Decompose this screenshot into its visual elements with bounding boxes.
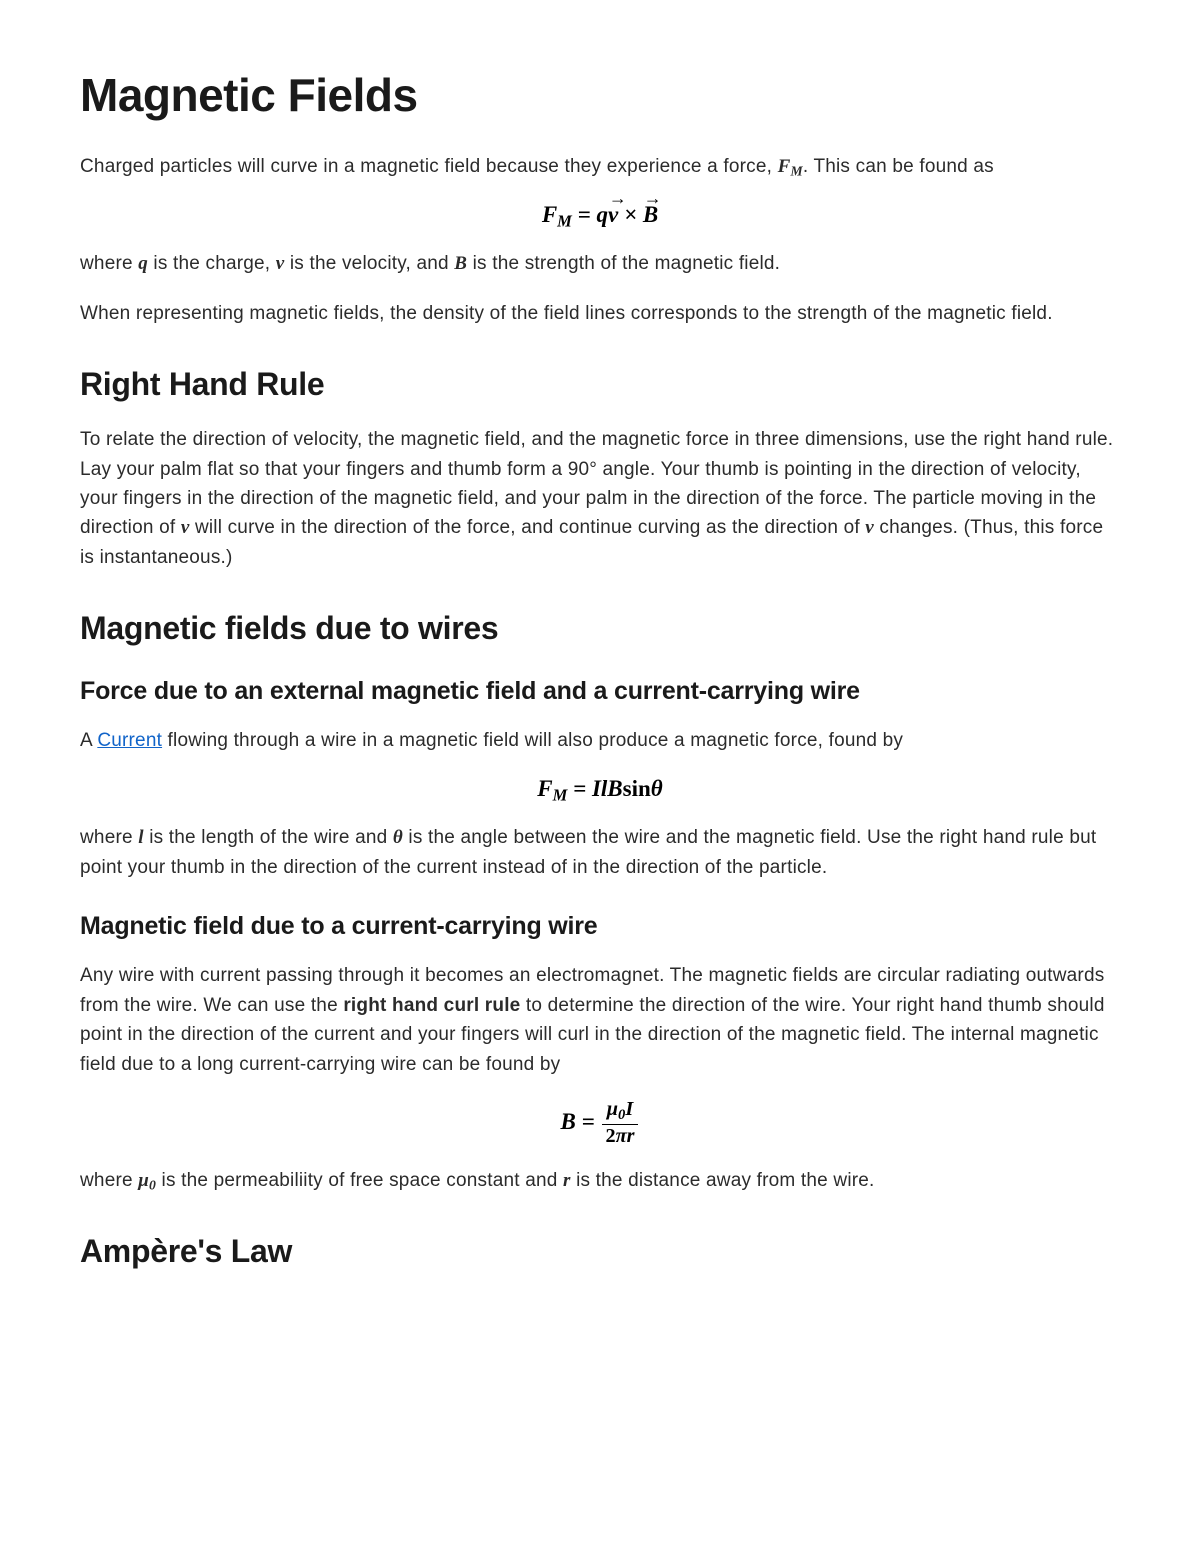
intro-paragraph-1: Charged particles will curve in a magnet… — [80, 152, 1120, 182]
equation-wire-field: B = μ0I 2πr — [80, 1099, 1120, 1148]
var-pi: π — [616, 1125, 627, 1147]
equals: = — [576, 1109, 601, 1134]
var-F: F — [542, 202, 557, 227]
force-external-desc: where l is the length of the wire and θ … — [80, 823, 1120, 882]
text: is the strength of the magnetic field. — [467, 253, 780, 274]
text: where — [80, 827, 138, 848]
curl-rule-bold: right hand curl rule — [343, 995, 520, 1016]
text: is the distance away from the wire. — [571, 1170, 875, 1191]
heading-field-due-wire: Magnetic field due to a current-carrying… — [80, 912, 1120, 941]
sin: sin — [623, 776, 651, 801]
text: is the velocity, and — [284, 253, 454, 274]
var-B: B — [561, 1109, 576, 1134]
var-M-sub: M — [557, 211, 572, 230]
var-mu: μ — [607, 1098, 618, 1120]
equation-body: B = μ0I 2πr — [561, 1109, 640, 1134]
var-I: I — [592, 776, 601, 801]
equals: = — [572, 202, 597, 227]
text: Charged particles will curve in a magnet… — [80, 156, 778, 177]
wire-field-desc: where μ0 is the permeabiliity of free sp… — [80, 1166, 1120, 1196]
sub-zero: 0 — [149, 1177, 156, 1192]
var-F: F — [778, 156, 791, 177]
var-M-sub: M — [553, 785, 568, 804]
heading-ampere: Ampère's Law — [80, 1233, 1120, 1270]
text: where — [80, 1170, 138, 1191]
equals: = — [567, 776, 592, 801]
text: is the length of the wire and — [144, 827, 393, 848]
equation-body: FM = qv × B — [542, 202, 658, 227]
denominator: 2πr — [602, 1125, 637, 1147]
page-title: Magnetic Fields — [80, 68, 1120, 122]
var-F: F — [537, 776, 552, 801]
intro-paragraph-3: When representing magnetic fields, the d… — [80, 299, 1120, 328]
var-q: q — [138, 253, 148, 274]
text: flowing through a wire in a magnetic fie… — [162, 730, 903, 751]
field-due-wire-paragraph: Any wire with current passing through it… — [80, 961, 1120, 1079]
text: will curve in the direction of the force… — [189, 517, 865, 538]
numerator: μ0I — [602, 1099, 637, 1125]
text: . This can be found as — [803, 156, 994, 177]
var-mu: μ — [138, 1170, 149, 1191]
heading-rhr: Right Hand Rule — [80, 366, 1120, 403]
var-M-sub: M — [790, 163, 802, 178]
var-v: v — [865, 517, 874, 538]
force-external-paragraph: A Current flowing through a wire in a ma… — [80, 726, 1120, 755]
var-B: B — [607, 776, 622, 801]
var-B-vec: B — [643, 202, 658, 228]
heading-force-external: Force due to an external magnetic field … — [80, 677, 1120, 706]
equation-wire-force: FM = IlBsinθ — [80, 776, 1120, 806]
var-r: r — [627, 1125, 635, 1147]
heading-wires: Magnetic fields due to wires — [80, 610, 1120, 647]
const-2: 2 — [605, 1125, 615, 1147]
var-theta: θ — [651, 776, 663, 801]
text: where — [80, 253, 138, 274]
rhr-paragraph: To relate the direction of velocity, the… — [80, 425, 1120, 572]
var-r: r — [563, 1170, 571, 1191]
equation-force: FM = qv × B — [80, 202, 1120, 232]
text: is the permeabiliity of free space const… — [156, 1170, 563, 1191]
fraction: μ0I 2πr — [602, 1099, 637, 1148]
intro-paragraph-2: where q is the charge, v is the velocity… — [80, 249, 1120, 278]
var-B: B — [454, 253, 467, 274]
equation-body: FM = IlBsinθ — [537, 776, 662, 801]
text: A — [80, 730, 97, 751]
text: is the charge, — [148, 253, 276, 274]
var-v-vec: v — [608, 202, 618, 228]
var-theta: θ — [393, 827, 403, 848]
current-link[interactable]: Current — [97, 730, 162, 751]
document-page: Magnetic Fields Charged particles will c… — [0, 0, 1200, 1372]
var-q: q — [597, 202, 609, 227]
var-I: I — [625, 1098, 633, 1120]
